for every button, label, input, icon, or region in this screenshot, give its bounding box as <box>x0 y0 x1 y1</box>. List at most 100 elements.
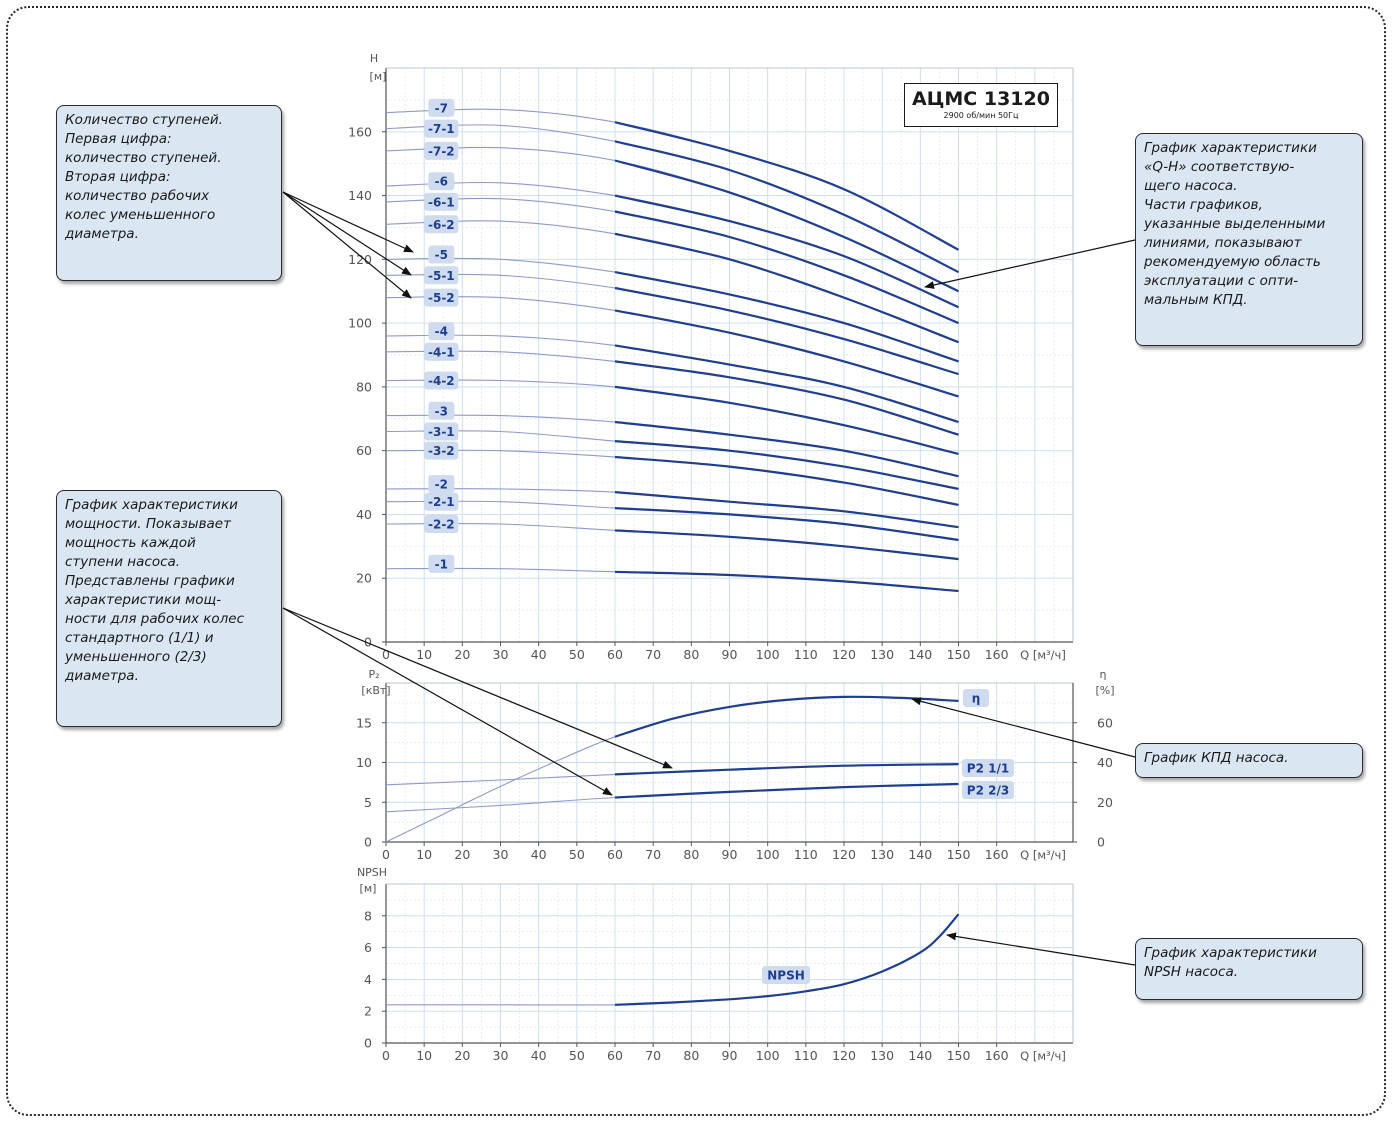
y-right-label-unit: [%] <box>1095 684 1114 697</box>
callout-qh: График характеристики «Q-H» соответствую… <box>1135 133 1363 346</box>
x-tick-label: 150 <box>947 1048 971 1063</box>
x-tick-label: 150 <box>947 847 971 862</box>
x-tick-label: 0 <box>382 847 390 862</box>
callout-arrows <box>282 191 1136 966</box>
qh-curve-recommended <box>614 159 959 293</box>
qh-stage-label-bg <box>428 554 455 573</box>
efficiency-label-bg <box>963 689 989 707</box>
y-tick-label: 60 <box>356 443 372 458</box>
qh-curve-recommended <box>614 455 959 506</box>
x-tick-label: 50 <box>569 847 585 862</box>
y-right-tick-label: 0 <box>1097 835 1105 850</box>
qh-stage-label: -4-1 <box>428 345 455 359</box>
qh-stage-label-bg <box>424 119 459 138</box>
x-tick-label: 160 <box>985 647 1009 662</box>
qh-stage-label-bg <box>428 475 455 494</box>
qh-curve-recommended <box>614 232 959 344</box>
x-tick-label: 150 <box>947 647 971 662</box>
x-tick-label: 30 <box>493 847 509 862</box>
callout-arrow <box>282 191 414 253</box>
qh-stage-label: -6-1 <box>428 195 455 209</box>
qh-stage-label: -3-2 <box>428 444 455 458</box>
qh-curve-recommended <box>614 344 959 424</box>
qh-curve-recommended <box>614 309 959 398</box>
callout-stages: Количество ступеней. Первая цифра: колич… <box>56 105 282 281</box>
qh-stage-label-bg <box>428 245 455 264</box>
x-tick-label: 40 <box>531 647 547 662</box>
x-tick-label: 10 <box>416 1048 432 1063</box>
x-tick-label: 140 <box>908 1048 932 1063</box>
qh-panel: 0 10 20 30 40 50 60 70 80 90 100 110 120 130 140 150 160… <box>348 52 1074 662</box>
qh-curve-recommended <box>614 529 959 561</box>
qh-curve-recommended <box>614 440 959 490</box>
y-right-tick-label: 20 <box>1097 795 1113 810</box>
callout-arrow <box>282 191 412 299</box>
x-tick-label: 20 <box>454 847 470 862</box>
qh-curve-recommended <box>614 210 959 325</box>
x-tick-label: 90 <box>722 647 738 662</box>
qh-stage-label: -1 <box>435 557 448 571</box>
qh-stage-label: -6-2 <box>428 218 455 232</box>
x-tick-label: 100 <box>756 1048 780 1063</box>
x-tick-label: 20 <box>454 1048 470 1063</box>
qh-curve-recommended <box>614 360 959 436</box>
qh-stage-label: -3 <box>435 404 448 418</box>
qh-curve-recommended <box>614 570 959 593</box>
x-tick-label: 0 <box>382 647 390 662</box>
callout-arrow <box>911 697 1136 758</box>
x-tick-label: 90 <box>722 847 738 862</box>
x-tick-label: 40 <box>531 1048 547 1063</box>
x-axis-label: Q [м³/ч] <box>1020 848 1066 862</box>
qh-stage-label-bg <box>424 141 459 160</box>
x-tick-label: 130 <box>870 647 894 662</box>
qh-stage-label: -4 <box>435 325 448 339</box>
dotted-frame <box>6 6 1386 1116</box>
x-tick-label: 110 <box>794 847 818 862</box>
npsh-curve-recommended <box>614 913 960 1006</box>
p2-reduced-label-bg <box>962 781 1014 799</box>
y-axis-label-top: NPSH <box>357 866 387 879</box>
x-tick-label: 60 <box>607 647 623 662</box>
x-tick-label: 130 <box>870 1048 894 1063</box>
callout-arrow <box>282 607 673 769</box>
x-tick-label: 70 <box>645 647 661 662</box>
x-tick-label: 140 <box>908 647 932 662</box>
qh-stage-label-bg <box>424 492 459 511</box>
qh-stage-label-bg <box>424 441 459 460</box>
npsh-panel: 0 10 20 30 40 50 60 70 80 90 100 110 120 130 140 150 160… <box>357 866 1074 1063</box>
x-tick-label: 160 <box>985 847 1009 862</box>
y-tick-label: 20 <box>356 571 372 586</box>
x-tick-label: 80 <box>683 847 699 862</box>
qh-stage-label: -2-2 <box>428 518 455 532</box>
qh-curve-recommended <box>614 491 959 529</box>
y-tick-label: 8 <box>364 908 372 923</box>
qh-stage-label: -5-2 <box>428 291 455 305</box>
y-tick-label: 120 <box>348 252 372 267</box>
callout-power: График характеристики мощности. Показыва… <box>56 490 282 727</box>
power-curve-recommended <box>614 782 959 799</box>
y-axis-label-unit: [м] <box>370 70 387 83</box>
y-right-tick-label: 40 <box>1097 755 1113 770</box>
y-right-tick-label: 60 <box>1097 715 1113 730</box>
x-tick-label: 20 <box>454 647 470 662</box>
qh-stage-label: -7-2 <box>428 144 455 158</box>
qh-stage-label: -2 <box>435 478 448 492</box>
qh-stage-label-bg <box>424 342 459 361</box>
qh-stage-label-bg <box>428 98 455 117</box>
qh-stage-label-bg <box>424 288 459 307</box>
qh-stage-label-bg <box>424 192 459 211</box>
x-tick-label: 120 <box>832 1048 856 1063</box>
y-tick-label: 2 <box>364 1004 372 1019</box>
qh-stage-label: -4-2 <box>428 374 455 388</box>
qh-stage-label-bg <box>428 172 455 191</box>
p2-reduced-label: P2 2/3 <box>967 784 1009 798</box>
qh-curve-full <box>385 567 959 592</box>
x-axis-label: Q [м³/ч] <box>1020 1049 1066 1063</box>
qh-curve-recommended <box>614 420 959 478</box>
x-tick-label: 10 <box>416 647 432 662</box>
y-tick-label: 6 <box>364 940 372 955</box>
power-curve-recommended <box>614 763 959 776</box>
x-tick-label: 60 <box>607 1048 623 1063</box>
power-panel: 0 10 20 30 40 50 60 70 80 90 100 110 120 130 140 150 160… <box>356 668 1114 862</box>
x-tick-label: 70 <box>645 1048 661 1063</box>
